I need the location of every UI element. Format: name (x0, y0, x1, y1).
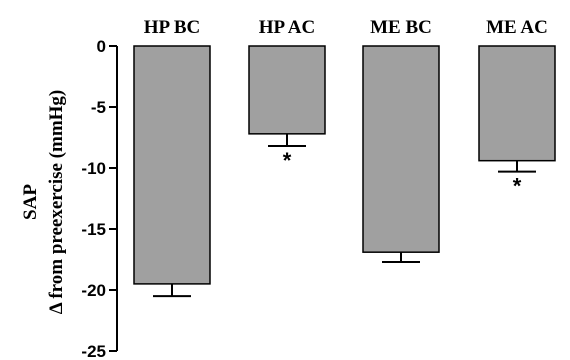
y-tick-label: -25 (81, 342, 106, 360)
y-tick-label: 0 (97, 37, 106, 56)
y-tick-label: -5 (91, 98, 106, 117)
bar-hp-ac (248, 45, 326, 135)
y-tick-label: -15 (81, 220, 106, 239)
y-axis-title-line2: Δ from preexercise (mmHg) (46, 90, 67, 315)
category-labels: HP BC HP AC ME BC ME AC (144, 17, 548, 38)
y-tick-label: -10 (81, 159, 106, 178)
y-tick-label: -20 (81, 281, 106, 300)
significance-marker: * (283, 148, 292, 173)
category-label: ME AC (486, 17, 548, 38)
category-label: HP BC (144, 17, 200, 38)
error-bar (498, 160, 536, 173)
significance-marker: * (513, 174, 522, 199)
bars: ** (133, 45, 556, 298)
category-label: HP AC (259, 17, 315, 38)
error-bar (153, 283, 191, 298)
y-axis-title: SAP Δ from preexercise (mmHg) (20, 90, 67, 315)
y-axis: 0 -5 -10 -15 -20 -25 (81, 37, 118, 360)
error-bar (268, 133, 306, 148)
bar-me-bc (362, 45, 440, 253)
bar-hp-bc (133, 45, 211, 285)
y-axis-title-line1: SAP (20, 184, 41, 220)
error-bar (382, 252, 420, 263)
bar-me-ac (478, 45, 556, 162)
category-label: ME BC (370, 17, 432, 38)
